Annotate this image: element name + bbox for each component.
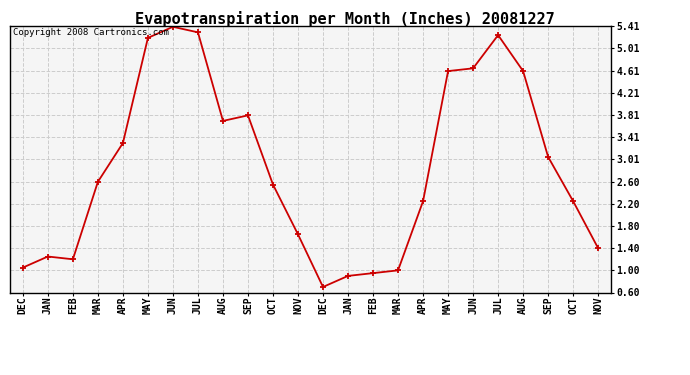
Text: Evapotranspiration per Month (Inches) 20081227: Evapotranspiration per Month (Inches) 20… xyxy=(135,11,555,27)
Text: Copyright 2008 Cartronics.com: Copyright 2008 Cartronics.com xyxy=(13,28,169,37)
